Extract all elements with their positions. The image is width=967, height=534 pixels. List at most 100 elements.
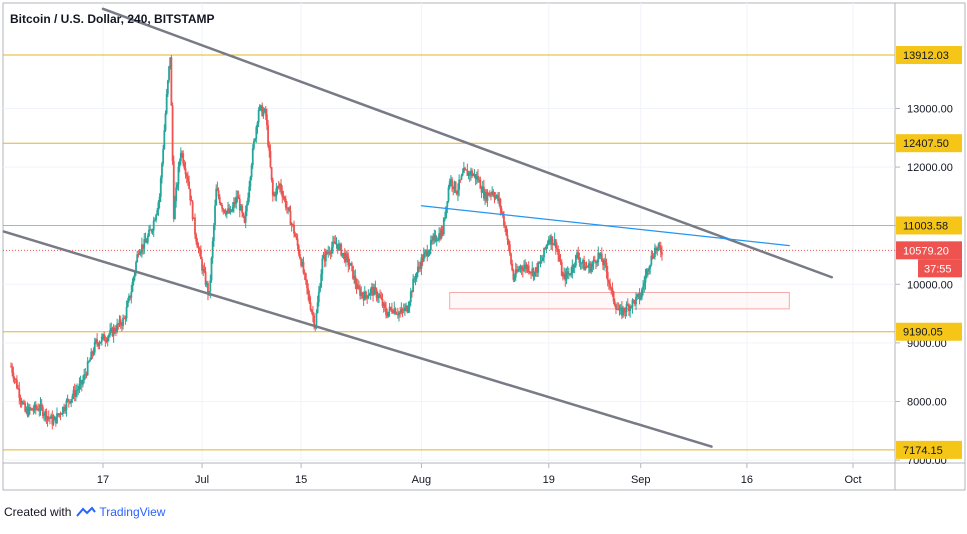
created-with-label: Created with	[4, 505, 72, 519]
y-tick-label: 10000.00	[907, 279, 953, 291]
blue-trendline	[420, 205, 790, 247]
candle-body	[63, 406, 65, 411]
candle-body	[323, 254, 326, 262]
candle-body	[164, 113, 167, 131]
candle-body	[223, 209, 226, 213]
candle-body	[143, 239, 146, 249]
candle-body	[378, 294, 380, 298]
candle-body	[503, 215, 505, 226]
candle-body	[369, 289, 372, 295]
time-axis[interactable]	[2, 462, 896, 491]
candle-body	[468, 172, 471, 176]
candle-body	[439, 233, 442, 239]
candle-body	[414, 278, 417, 280]
candle-body	[176, 184, 179, 188]
candle-body	[622, 307, 624, 316]
candle-body	[545, 245, 548, 249]
candle-body	[218, 196, 221, 204]
candle-body	[582, 260, 584, 264]
candle-body	[304, 273, 307, 280]
candle-body	[196, 241, 199, 248]
candle-body	[257, 109, 260, 123]
candle-body	[638, 293, 641, 300]
candle-body	[316, 302, 319, 313]
candle-body	[17, 388, 19, 390]
candle-body	[151, 230, 154, 232]
tradingview-logo[interactable]: TradingView	[75, 505, 165, 519]
candle-body	[24, 403, 27, 412]
candle-body	[89, 359, 91, 362]
chart-title: Bitcoin / U.S. Dollar, 240, BITSTAMP	[10, 12, 214, 26]
candle-body	[319, 287, 321, 292]
candle-body	[651, 255, 654, 259]
candle-body	[415, 272, 418, 279]
candle-body	[547, 239, 550, 244]
candle-body	[130, 291, 133, 298]
candle-body	[70, 399, 73, 403]
candle-body	[395, 313, 398, 315]
candle-body	[567, 273, 570, 275]
candle-body	[526, 265, 529, 270]
candle-body	[146, 236, 149, 243]
candle-body	[124, 318, 127, 320]
x-tick-label: Aug	[412, 474, 432, 486]
candle-body	[168, 66, 170, 81]
candle-body	[65, 400, 68, 411]
candle-body	[98, 343, 101, 346]
candle-body	[595, 261, 597, 264]
candle-body	[326, 251, 328, 254]
candle-body	[111, 328, 114, 337]
candle-body	[20, 400, 23, 404]
candle-body	[473, 174, 476, 176]
candle-body	[656, 247, 659, 251]
candle-body	[372, 286, 374, 296]
plot-area[interactable]	[2, 2, 896, 464]
candle-body	[520, 266, 523, 269]
candle-body	[512, 270, 515, 280]
candle-body	[573, 265, 576, 268]
candle-body	[27, 406, 30, 416]
candle-body	[255, 127, 258, 139]
candle-body	[222, 208, 225, 210]
candle-body	[552, 243, 555, 245]
candle-body	[562, 275, 564, 277]
candle-body	[569, 273, 571, 275]
candle-body	[583, 260, 586, 271]
candle-body	[162, 149, 165, 164]
candle-body	[237, 197, 240, 200]
candle-body	[543, 247, 545, 258]
candle-body	[306, 279, 308, 289]
candle-body	[579, 262, 582, 264]
candle-body	[521, 268, 524, 271]
candle-body	[360, 292, 363, 296]
candle-body	[74, 391, 77, 397]
candle-body	[539, 260, 542, 264]
candle-body	[153, 220, 156, 222]
candle-body	[179, 152, 182, 162]
candle-body	[530, 272, 532, 274]
candle-body	[228, 208, 231, 213]
candle-body	[467, 172, 470, 176]
candle-body	[247, 197, 249, 205]
candle-body	[332, 241, 334, 248]
candle-body	[103, 334, 106, 341]
candle-body	[642, 286, 644, 290]
candle-body	[429, 240, 432, 251]
candle-body	[18, 388, 21, 398]
candle-body	[241, 205, 244, 213]
candle-body	[56, 413, 58, 423]
candle-body	[570, 273, 573, 275]
candle-body	[185, 174, 188, 177]
candle-body	[209, 280, 212, 292]
candle-body	[350, 263, 353, 266]
candle-body	[472, 175, 475, 177]
candle-body	[637, 293, 640, 295]
candle-body	[461, 173, 464, 176]
candle-body	[273, 193, 275, 196]
candle-body	[284, 198, 287, 208]
candle-body	[606, 272, 609, 281]
candle-body	[207, 283, 209, 294]
candle-body	[616, 308, 619, 310]
candle-body	[92, 352, 95, 355]
